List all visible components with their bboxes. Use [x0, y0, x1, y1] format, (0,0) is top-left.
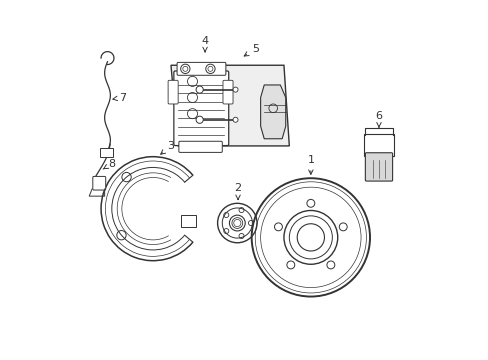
- FancyBboxPatch shape: [177, 62, 225, 75]
- FancyBboxPatch shape: [174, 71, 228, 145]
- Text: 7: 7: [113, 93, 126, 103]
- Polygon shape: [171, 65, 289, 146]
- FancyBboxPatch shape: [100, 148, 112, 157]
- Text: 1: 1: [307, 155, 314, 174]
- Circle shape: [233, 117, 238, 122]
- FancyBboxPatch shape: [179, 141, 222, 152]
- Text: 5: 5: [244, 44, 258, 56]
- FancyBboxPatch shape: [181, 215, 195, 227]
- Circle shape: [233, 87, 238, 92]
- Text: 6: 6: [375, 111, 382, 127]
- FancyBboxPatch shape: [168, 80, 178, 104]
- Text: 4: 4: [201, 36, 208, 52]
- FancyBboxPatch shape: [364, 134, 393, 156]
- Text: 8: 8: [103, 159, 115, 169]
- Text: 2: 2: [234, 183, 241, 199]
- FancyBboxPatch shape: [365, 153, 392, 181]
- FancyBboxPatch shape: [93, 176, 105, 190]
- Circle shape: [196, 86, 203, 93]
- FancyBboxPatch shape: [223, 80, 233, 104]
- Circle shape: [196, 116, 203, 123]
- Polygon shape: [260, 85, 285, 139]
- Text: 3: 3: [161, 141, 174, 154]
